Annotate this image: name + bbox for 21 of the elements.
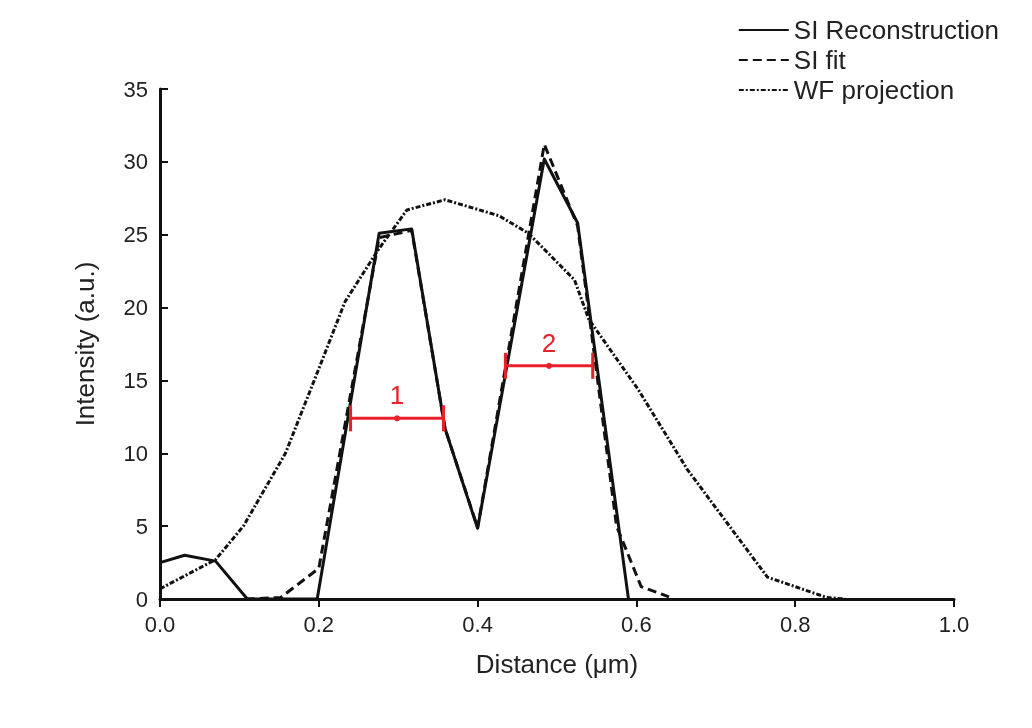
legend-label: SI Reconstruction [793, 15, 1000, 45]
annotation: 2 [541, 327, 557, 358]
legend-label: SI fit [793, 45, 847, 75]
y-tick-label: 5 [135, 513, 148, 539]
x-tick-label: 1.0 [938, 611, 970, 637]
y-axis-title: Intensity (a.u.) [70, 261, 100, 427]
y-tick-label: 20 [123, 295, 148, 321]
legend-label: WF projection [793, 75, 955, 105]
y-tick-label: 10 [123, 440, 148, 466]
y-tick-label: 0 [135, 586, 148, 612]
y-tick-label: 25 [123, 222, 148, 248]
x-tick-label: 0.0 [144, 611, 176, 637]
x-axis-title: Distance (μm) [475, 649, 639, 679]
y-tick-label: 15 [123, 367, 148, 393]
x-tick-label: 0.6 [621, 611, 652, 637]
x-tick-label: 0.4 [462, 611, 493, 637]
y-tick-label: 30 [123, 149, 148, 175]
x-tick-label: 0.8 [779, 611, 811, 637]
y-tick-label: 35 [123, 76, 148, 102]
annotation: 1 [389, 380, 405, 411]
x-tick-label: 0.2 [303, 611, 335, 637]
